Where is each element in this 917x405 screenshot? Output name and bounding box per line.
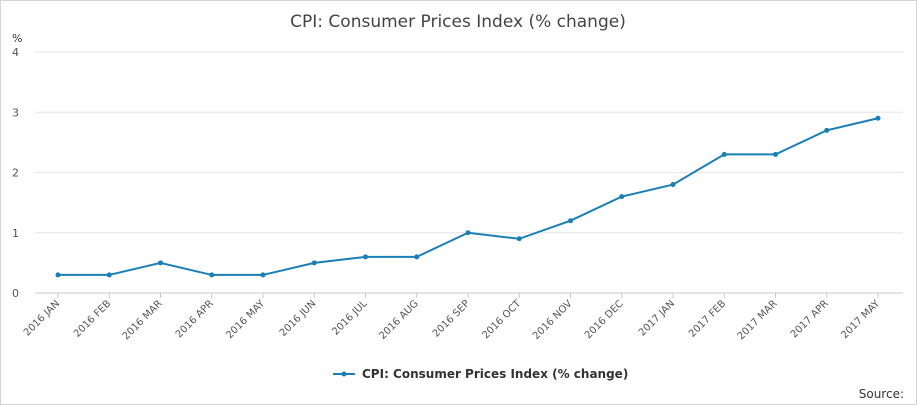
x-tick-label: 2016 MAR (121, 298, 165, 342)
y-tick-label: 3 (12, 106, 19, 119)
x-tick-label: 2016 DEC (583, 298, 626, 341)
x-tick-label: 2016 SEP (431, 298, 472, 339)
data-point[interactable] (260, 272, 266, 278)
data-point[interactable] (773, 151, 778, 157)
x-tick-label: 2016 JAN (22, 298, 62, 338)
gridlines (35, 51, 903, 294)
legend[interactable]: CPI: Consumer Prices Index (% change) (333, 367, 628, 381)
data-point[interactable] (568, 218, 573, 224)
x-tick-label: 2017 APR (789, 298, 831, 340)
series-line (58, 117, 879, 276)
data-point[interactable] (465, 230, 471, 236)
data-point[interactable] (516, 236, 522, 242)
data-point[interactable] (209, 272, 215, 278)
y-tick-label: 1 (12, 227, 19, 240)
data-point[interactable] (158, 260, 163, 266)
legend-point-marker (341, 371, 347, 377)
x-axis-ticks: 2016 JAN 2016 FEB 2016 MAR 2016 APR 2016 MAY… (22, 293, 883, 342)
y-tick-label: 2 (12, 167, 19, 180)
legend-label: CPI: Consumer Prices Index (% change) (362, 367, 628, 381)
data-point[interactable] (311, 260, 317, 266)
data-point[interactable] (106, 272, 112, 278)
x-tick-label: 2016 OCT (481, 298, 524, 341)
x-tick-label: 2017 MAY (839, 298, 882, 341)
data-point[interactable] (670, 182, 676, 188)
data-point[interactable] (721, 151, 727, 157)
data-point[interactable] (363, 254, 368, 260)
data-point[interactable] (414, 254, 420, 260)
x-tick-label: 2016 JUN (278, 298, 319, 339)
x-tick-label: 2016 MAY (224, 298, 267, 341)
series-layer (55, 115, 881, 278)
data-point[interactable] (824, 127, 830, 133)
y-tick-label: 0 (12, 287, 19, 300)
x-tick-label: 2017 MAR (736, 298, 780, 342)
data-point[interactable] (875, 115, 881, 121)
x-tick-label: 2016 FEB (72, 298, 114, 340)
x-tick-label: 2016 AUG (377, 298, 421, 342)
data-point[interactable] (55, 272, 61, 278)
y-axis-ticks: 0 1 2 3 4 (12, 46, 19, 300)
chart-title: CPI: Consumer Prices Index (% change) (290, 12, 626, 32)
y-tick-label: 4 (12, 46, 19, 59)
x-tick-label: 2017 JAN (637, 298, 677, 338)
y-axis-unit-label: % (12, 32, 22, 45)
x-tick-label: 2016 JUL (330, 298, 370, 338)
x-tick-label: 2016 APR (174, 298, 216, 340)
x-tick-label: 2017 FEB (687, 298, 729, 340)
x-tick-label: 2016 NOV (531, 298, 575, 342)
source-label: Source: (859, 387, 904, 401)
data-point[interactable] (619, 194, 625, 200)
